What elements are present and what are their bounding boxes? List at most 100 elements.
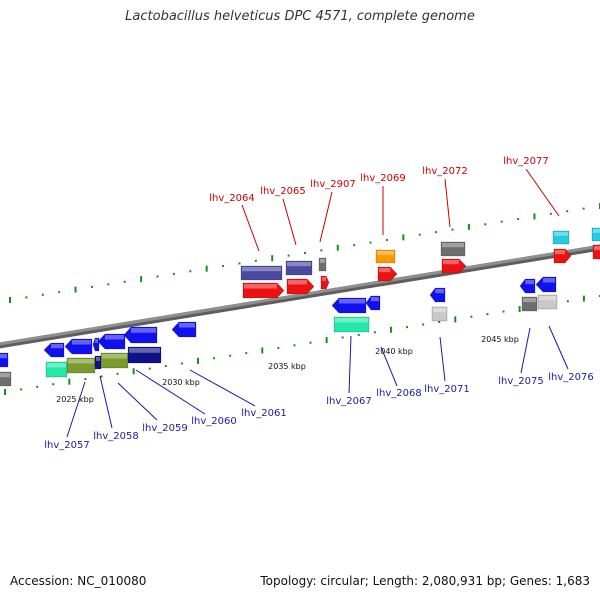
gene-label-lhv_2907: lhv_2907 <box>310 179 355 190</box>
gene-arrow-reverse-highlight <box>543 278 555 283</box>
gene-arrow-reverse <box>97 333 126 350</box>
gene-box <box>45 361 68 378</box>
leader-line <box>380 346 398 387</box>
gene-label-lhv_2061: lhv_2061 <box>241 408 286 419</box>
gene-arrow-forward <box>377 266 398 282</box>
gene-arrow-forward <box>592 244 600 260</box>
leader-line <box>241 204 260 252</box>
gene-box-shape <box>431 306 448 322</box>
gene-box-highlight <box>68 359 94 364</box>
kbp-label: 2035 kbp <box>268 362 306 371</box>
gene-label-lhv_2065: lhv_2065 <box>260 186 305 197</box>
gene-arrow-forward-highlight <box>288 280 307 285</box>
gene-arrow-reverse <box>92 337 100 352</box>
gene-box <box>318 257 327 272</box>
gene-box-highlight <box>377 251 394 255</box>
gene-arrow-reverse-shape <box>429 287 446 303</box>
gene-box-shape <box>0 371 12 387</box>
genome-title: Lactobacillus helveticus DPC 4571, compl… <box>125 9 475 24</box>
gene-arrow-forward-highlight <box>379 268 391 273</box>
gene-box <box>591 227 600 242</box>
gene-arrow-reverse-highlight <box>95 339 98 343</box>
gene-arrow-reverse <box>365 295 381 311</box>
gene-box-shape <box>318 257 327 272</box>
gene-box-highlight <box>287 262 311 267</box>
leader-line <box>348 335 352 394</box>
leader-line <box>319 191 333 243</box>
gene-arrow-reverse-shape <box>365 295 381 311</box>
gene-arrow-forward-shape <box>286 278 315 295</box>
gene-box-highlight <box>554 232 568 236</box>
leader-line <box>135 369 206 415</box>
gene-box-shape <box>521 296 538 312</box>
gene-arrow-reverse-highlight <box>131 328 156 333</box>
gene-arrow-forward-highlight <box>594 246 600 251</box>
gene-box <box>431 306 448 322</box>
gene-box-shape <box>285 260 313 276</box>
gene-arrow-reverse-highlight <box>179 323 195 328</box>
gene-box-shape <box>537 294 558 310</box>
gene-arrow-forward <box>320 275 330 290</box>
leader-line <box>444 178 451 228</box>
gene-arrow-reverse-highlight <box>525 280 534 285</box>
gene-arrow-reverse <box>123 326 158 344</box>
gene-box <box>66 357 96 374</box>
gene-label-lhv_2076: lhv_2076 <box>548 372 593 383</box>
gene-box <box>333 316 370 333</box>
kbp-label: 2045 kbp <box>481 335 519 344</box>
gene-arrow-reverse-highlight <box>339 299 365 304</box>
genome-backbone <box>0 244 600 346</box>
gene-box <box>100 352 129 369</box>
gene-arrow-reverse <box>331 297 367 314</box>
topology-summary: Topology: circular; Length: 2,080,931 bp… <box>260 574 590 588</box>
gene-box-highlight <box>47 363 66 368</box>
kbp-label: 2025 kbp <box>56 395 94 404</box>
gene-label-lhv_2069: lhv_2069 <box>360 173 405 184</box>
gene-label-lhv_2071: lhv_2071 <box>424 384 469 395</box>
gene-label-lhv_2058: lhv_2058 <box>93 431 138 442</box>
gene-arrow-reverse-highlight <box>51 344 63 349</box>
gene-arrow-reverse <box>429 287 446 303</box>
gene-arrow-reverse-highlight <box>0 354 8 359</box>
gene-label-lhv_2067: lhv_2067 <box>326 396 371 407</box>
gene-arrow-forward-highlight <box>322 277 327 281</box>
gene-arrow-reverse <box>0 352 9 368</box>
gene-arrow-forward <box>286 278 315 295</box>
gene-arrow-reverse-highlight <box>370 297 379 302</box>
leader-line <box>439 336 446 382</box>
gene-box-highlight <box>96 357 100 361</box>
gene-arrow-reverse-shape <box>331 297 367 314</box>
gene-box-highlight <box>242 267 281 272</box>
gene-arrow-reverse-shape <box>92 337 100 352</box>
gene-arrow-forward-highlight <box>244 284 277 289</box>
gene-label-lhv_2077: lhv_2077 <box>503 156 548 167</box>
gene-label-lhv_2060: lhv_2060 <box>191 416 236 427</box>
gene-box <box>375 249 396 264</box>
gene-box-highlight <box>442 243 464 248</box>
gene-arrow-reverse <box>519 278 536 294</box>
gene-arrow-reverse-shape <box>171 321 197 338</box>
gene-arrow-forward-shape <box>377 266 398 282</box>
leader-line <box>117 382 158 421</box>
gene-box <box>285 260 313 276</box>
gene-box <box>0 371 12 387</box>
gene-box <box>537 294 558 310</box>
gene-arrow-reverse-shape <box>123 326 158 344</box>
gene-arrow-reverse-shape <box>535 276 557 293</box>
gene-box-highlight <box>433 308 446 313</box>
gene-box-shape <box>333 316 370 333</box>
gene-label-lhv_2059: lhv_2059 <box>142 423 187 434</box>
gene-arrow-forward-shape <box>320 275 330 290</box>
gene-box <box>240 265 283 281</box>
kbp-label: 2030 kbp <box>162 378 200 387</box>
gene-box-highlight <box>523 298 536 303</box>
leader-line <box>520 327 531 374</box>
gene-box-highlight <box>102 354 127 359</box>
gene-box <box>552 230 570 245</box>
gene-arrow-forward-shape <box>441 258 467 274</box>
gene-box-highlight <box>593 229 600 233</box>
gene-box-shape <box>552 230 570 245</box>
gene-label-lhv_2068: lhv_2068 <box>376 388 421 399</box>
gene-box-highlight <box>539 296 556 301</box>
